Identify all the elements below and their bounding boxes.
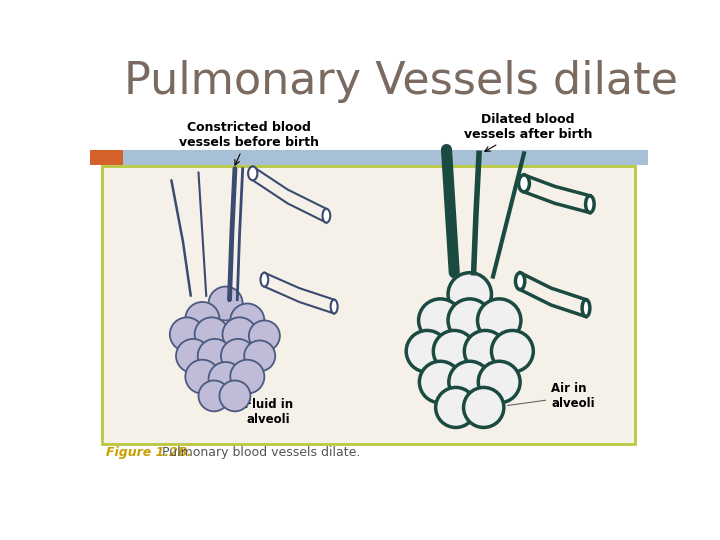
- Text: Figure 1.2B.: Figure 1.2B.: [106, 446, 192, 459]
- Circle shape: [221, 339, 255, 373]
- Circle shape: [170, 318, 204, 351]
- Circle shape: [222, 318, 256, 351]
- Circle shape: [436, 387, 476, 428]
- Circle shape: [220, 381, 251, 411]
- Text: Fluid in
alveoli: Fluid in alveoli: [220, 397, 293, 426]
- Circle shape: [185, 360, 220, 394]
- Circle shape: [448, 273, 492, 316]
- Circle shape: [185, 302, 220, 336]
- Circle shape: [209, 287, 243, 320]
- Text: Pulmonary Vessels dilate: Pulmonary Vessels dilate: [124, 60, 678, 103]
- Text: Pulmonary blood vessels dilate.: Pulmonary blood vessels dilate.: [153, 446, 360, 459]
- Ellipse shape: [516, 273, 525, 289]
- Circle shape: [230, 360, 264, 394]
- Circle shape: [419, 361, 462, 403]
- Circle shape: [492, 330, 534, 372]
- Ellipse shape: [582, 300, 590, 316]
- Circle shape: [464, 330, 506, 372]
- Circle shape: [244, 340, 275, 372]
- Ellipse shape: [261, 273, 269, 287]
- Bar: [102, 166, 635, 444]
- Circle shape: [464, 387, 504, 428]
- Bar: [90, 150, 648, 165]
- Circle shape: [199, 381, 230, 411]
- Circle shape: [406, 330, 448, 372]
- Ellipse shape: [518, 175, 529, 192]
- Circle shape: [209, 362, 243, 396]
- Circle shape: [448, 299, 492, 342]
- Circle shape: [418, 299, 462, 342]
- Circle shape: [230, 303, 264, 338]
- Circle shape: [249, 320, 280, 351]
- Ellipse shape: [330, 300, 338, 314]
- Bar: [90, 150, 123, 165]
- Text: Constricted blood
vessels before birth: Constricted blood vessels before birth: [179, 120, 319, 165]
- Circle shape: [198, 339, 232, 373]
- Circle shape: [194, 318, 229, 351]
- Text: Air in
alveoli: Air in alveoli: [508, 382, 595, 410]
- Text: Dilated blood
vessels after birth: Dilated blood vessels after birth: [464, 113, 592, 151]
- Circle shape: [477, 299, 521, 342]
- Ellipse shape: [323, 209, 330, 222]
- Circle shape: [176, 339, 210, 373]
- Circle shape: [433, 330, 475, 372]
- Ellipse shape: [585, 195, 594, 213]
- Circle shape: [449, 361, 490, 403]
- Ellipse shape: [248, 166, 258, 180]
- Circle shape: [478, 361, 520, 403]
